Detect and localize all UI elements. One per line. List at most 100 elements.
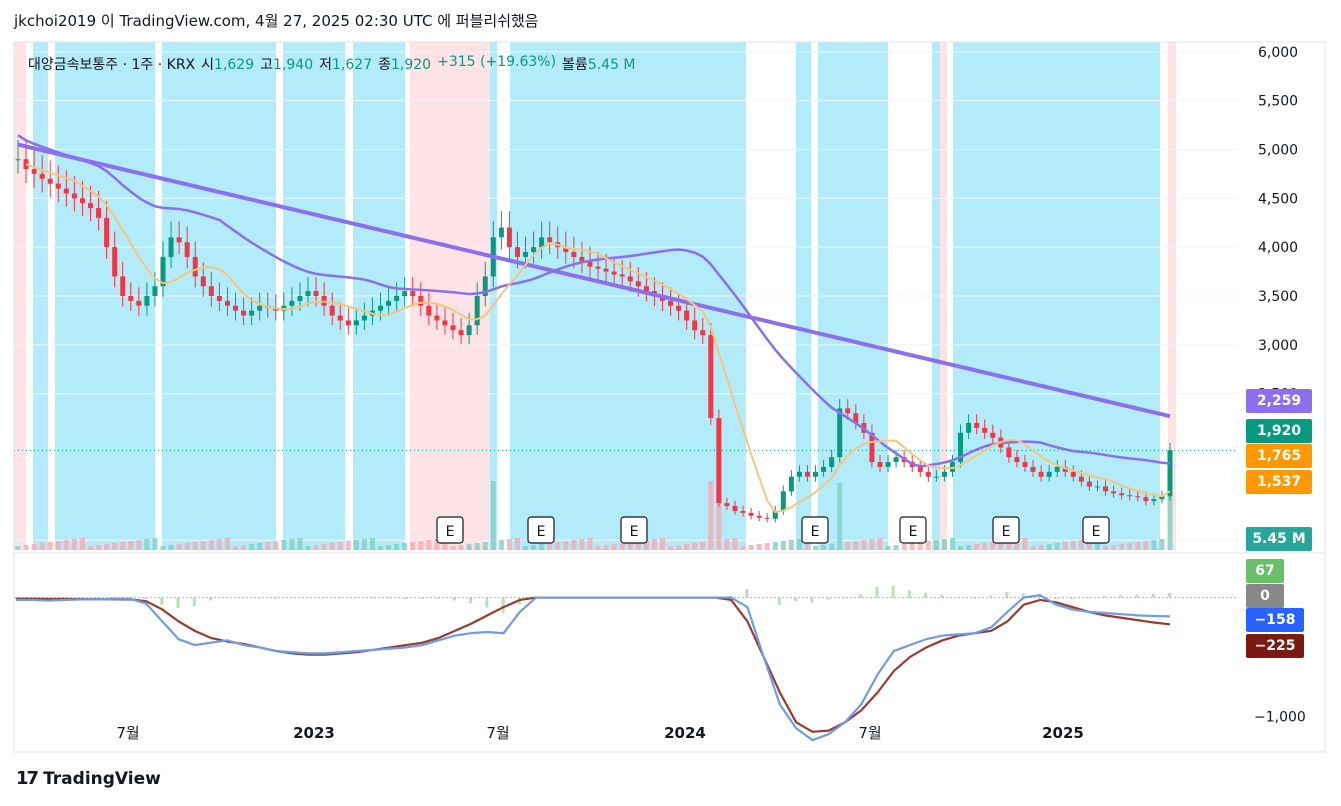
candle-body	[1151, 499, 1157, 502]
volume-bar	[297, 538, 303, 550]
candle-body	[611, 271, 617, 275]
volume-bar	[104, 544, 110, 550]
candle-body	[466, 325, 472, 336]
candle-body	[804, 471, 810, 477]
publish-header: jkchoi2019 이 TradingView.com, 4월 27, 202…	[14, 12, 539, 30]
time-tick-label: 7월	[858, 724, 881, 742]
volume-bar	[144, 539, 150, 550]
earnings-marker-2	[620, 516, 648, 544]
earnings-marker-1	[527, 516, 555, 544]
candle-body	[1086, 481, 1092, 487]
volume-bar	[708, 481, 714, 550]
volume-bar	[514, 538, 520, 550]
volume-bar	[15, 546, 21, 550]
volume-bar	[780, 541, 786, 550]
candle-body	[764, 517, 770, 519]
volume-bar	[676, 545, 682, 550]
tv-logo-icon: 17	[16, 768, 39, 789]
candle-body	[539, 237, 545, 248]
price-tick-label: 3,000	[1258, 338, 1298, 354]
ma-mid-line	[17, 134, 1171, 468]
volume-bar	[990, 542, 996, 550]
candle-body	[297, 296, 303, 301]
candle-body	[531, 247, 537, 253]
tradingview-logo[interactable]: 17 TradingView	[16, 768, 161, 789]
macd-hist-bar	[940, 594, 944, 598]
volume-bar	[821, 545, 827, 550]
volume-bar	[1014, 539, 1020, 550]
volume-bar	[1143, 541, 1149, 550]
volume-bar	[571, 540, 577, 550]
candle-body	[587, 261, 593, 267]
candle-body	[514, 247, 520, 257]
volume-bar	[96, 545, 102, 550]
volume-bar	[555, 542, 561, 550]
candle-body	[748, 512, 754, 516]
candle-body	[845, 408, 851, 414]
candle-body	[426, 305, 432, 316]
macd-hist-tag: 67	[1246, 559, 1284, 583]
candle-body	[1127, 495, 1133, 497]
candle-body	[1054, 466, 1060, 472]
candle-body	[200, 276, 206, 287]
ma-short-tag: 1,537	[1246, 470, 1312, 494]
volume-bar	[482, 542, 488, 550]
volume-bar	[1103, 546, 1109, 550]
candle-body	[394, 296, 400, 301]
macd-hist-bar	[859, 594, 863, 598]
volume-bar	[450, 546, 456, 550]
candle-body	[410, 291, 416, 296]
time-tick-label: 2025	[1042, 724, 1084, 742]
macd-line	[16, 594, 1171, 742]
macd-hist-bar	[436, 597, 440, 600]
candle-body	[337, 315, 343, 321]
volume-bar	[1030, 546, 1036, 550]
volume-bar	[587, 538, 593, 550]
close-label: 종	[378, 57, 391, 73]
macd-hist-bar	[810, 597, 814, 603]
volume-bar	[829, 544, 835, 550]
candle-body	[378, 305, 384, 311]
candle-body	[756, 515, 762, 518]
volume-bar	[861, 540, 867, 550]
candle-body	[917, 466, 923, 472]
volume-bar	[345, 541, 351, 550]
volume-bar	[772, 542, 778, 550]
symbol-name: 대양금속보통주 · 1주 · KRX	[28, 57, 196, 73]
volume-bar	[353, 540, 359, 550]
volume-bar	[265, 542, 271, 550]
volume-bar	[732, 538, 738, 550]
volume-bar	[1078, 540, 1084, 550]
macd-tick-label: −1,000	[1254, 709, 1306, 725]
candle-body	[345, 320, 351, 326]
candle-body	[233, 305, 239, 311]
candle-body	[563, 247, 569, 253]
candle-body	[990, 432, 996, 438]
macd-hist-bar	[794, 597, 798, 602]
ma-long-line	[17, 142, 1171, 419]
price-tick-label: 5,000	[1258, 142, 1298, 158]
earnings-marker-label: E	[1002, 524, 1011, 540]
macd-zero-tag: 0	[1246, 584, 1284, 608]
volume-bar	[281, 540, 287, 550]
candle-body	[1103, 486, 1109, 492]
candle-body	[1030, 466, 1036, 472]
candle-body	[877, 462, 883, 467]
candle-body	[305, 291, 311, 296]
candle-body	[434, 315, 440, 321]
candle-body	[676, 305, 682, 311]
macd-hist-bar	[1151, 593, 1155, 598]
volume-bar	[442, 538, 448, 550]
volume-bar	[1127, 543, 1133, 550]
candle-body	[708, 335, 714, 419]
volume-bar	[498, 540, 504, 550]
candle-body	[313, 291, 319, 296]
macd-hist-bar	[891, 585, 895, 598]
volume-bar	[1159, 539, 1165, 550]
price-tick-label: 5,500	[1258, 94, 1298, 110]
low-label: 저	[319, 57, 333, 73]
volume-bar	[1038, 545, 1044, 550]
candle-body	[160, 256, 166, 287]
macd-hist-bar	[209, 597, 213, 601]
